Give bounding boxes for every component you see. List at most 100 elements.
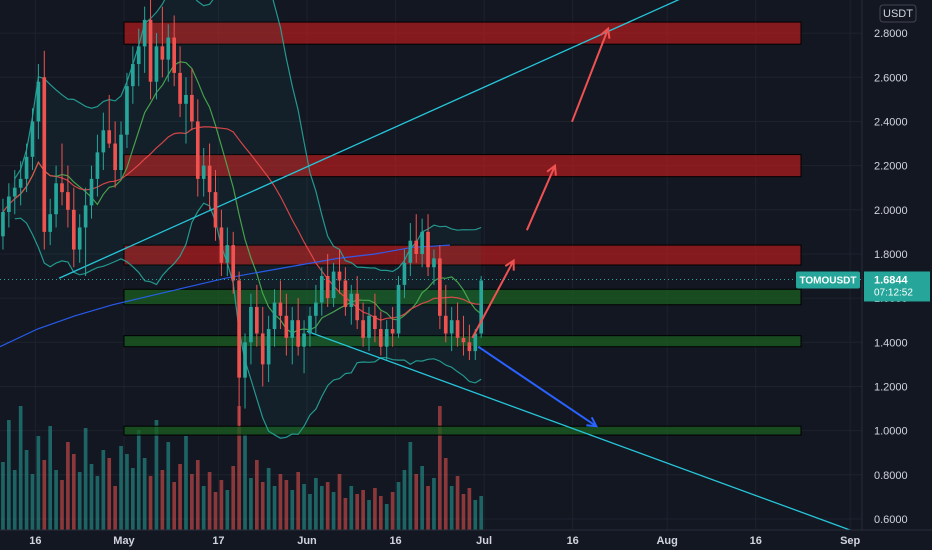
candle-body bbox=[101, 130, 106, 153]
last-price-value: 1.6844 bbox=[874, 274, 909, 286]
candle-body bbox=[260, 333, 265, 365]
candle-body bbox=[249, 306, 253, 343]
projection-arrow-segment bbox=[471, 260, 515, 339]
candle-body bbox=[290, 320, 295, 338]
candle-body bbox=[66, 192, 70, 210]
candle-body bbox=[479, 280, 484, 334]
volume-bar bbox=[243, 434, 247, 530]
candle-body bbox=[36, 81, 41, 122]
volume-bar bbox=[373, 488, 377, 530]
volume-bar bbox=[361, 490, 365, 530]
candle-body bbox=[438, 258, 442, 316]
volume-bar bbox=[172, 482, 177, 530]
trendline bbox=[58, 0, 680, 279]
volume-bar bbox=[384, 504, 389, 530]
candle-body bbox=[361, 320, 365, 338]
time-axis[interactable] bbox=[0, 530, 932, 550]
candle-body bbox=[18, 178, 23, 188]
bollinger-lower-line bbox=[14, 202, 482, 439]
candle-body bbox=[12, 187, 17, 197]
volume-bar bbox=[343, 498, 348, 530]
volume-bar bbox=[219, 480, 224, 530]
volume-bar bbox=[184, 436, 188, 530]
volume-bar bbox=[396, 482, 401, 530]
projection-arrow-head bbox=[586, 416, 599, 428]
symbol-label: TOMOUSDT bbox=[799, 275, 856, 286]
candle-body bbox=[461, 337, 466, 343]
volume-bar bbox=[426, 486, 430, 530]
projection-arrow-segment bbox=[571, 28, 610, 123]
currency-badge[interactable] bbox=[879, 4, 917, 23]
candle-body bbox=[148, 19, 153, 82]
bollinger-upper-line bbox=[14, 0, 482, 273]
volume-bar bbox=[201, 486, 206, 530]
candle-body bbox=[24, 156, 29, 179]
candle-body bbox=[77, 227, 82, 250]
candle-body bbox=[367, 315, 371, 338]
volume-bar bbox=[60, 480, 64, 530]
candle-body bbox=[201, 165, 206, 179]
candle-body bbox=[190, 94, 194, 122]
volume-bar bbox=[408, 442, 413, 530]
candle-body bbox=[154, 46, 159, 82]
volume-bar bbox=[473, 500, 478, 530]
volume-bar bbox=[461, 494, 466, 530]
volume-bar bbox=[24, 450, 29, 530]
candle-body bbox=[119, 134, 123, 171]
volume-bar bbox=[101, 450, 106, 530]
projection-arrow-segment bbox=[525, 165, 556, 231]
volume-bar bbox=[207, 472, 212, 530]
candle-body bbox=[308, 315, 312, 334]
price-tick-label: 1.8000 bbox=[874, 249, 908, 261]
volume-bar bbox=[331, 492, 336, 530]
volume-bar bbox=[148, 476, 153, 530]
volume-bar bbox=[71, 454, 76, 530]
volume-bar bbox=[390, 492, 395, 530]
time-tick-label: Sep bbox=[840, 535, 860, 547]
time-tick-label: Jul bbox=[476, 535, 492, 547]
candle-countdown: 07:12:52 bbox=[874, 287, 913, 298]
volume-bar bbox=[18, 406, 23, 530]
volume-bar bbox=[160, 470, 165, 530]
candle-body bbox=[125, 86, 129, 135]
candle-body bbox=[426, 231, 430, 268]
candle-body bbox=[284, 315, 289, 338]
price-tick-label: 1.2000 bbox=[874, 381, 908, 393]
projection-arrow-head bbox=[504, 258, 515, 271]
price-tick-label: 2.8000 bbox=[874, 28, 908, 40]
candle-body bbox=[266, 329, 271, 365]
volume-bar bbox=[195, 460, 200, 530]
volume-bar bbox=[455, 476, 460, 530]
volume-bar bbox=[438, 406, 442, 530]
volume-bar bbox=[249, 478, 253, 530]
support-zone bbox=[123, 425, 802, 436]
candle-body bbox=[213, 192, 218, 228]
volume-bar bbox=[231, 466, 236, 530]
volume-bar bbox=[402, 470, 407, 530]
price-tick-label: 0.6000 bbox=[874, 514, 908, 526]
time-tick-label: 16 bbox=[29, 535, 41, 547]
volume-bar bbox=[266, 468, 271, 530]
volume-bar bbox=[260, 482, 265, 530]
volume-bar bbox=[432, 478, 436, 530]
time-tick-label: Aug bbox=[656, 535, 677, 547]
candle-body bbox=[231, 245, 236, 281]
candle-body bbox=[278, 302, 283, 316]
volume-bar bbox=[278, 474, 283, 530]
candle-body bbox=[107, 130, 112, 144]
price-axis[interactable] bbox=[862, 0, 932, 530]
volume-bar bbox=[95, 476, 100, 530]
time-axis-ticks: 16 May 17 Jun 16 Jul 16 Aug 16 Sep bbox=[29, 535, 860, 547]
candle-body bbox=[71, 209, 76, 250]
candle-body bbox=[319, 276, 324, 303]
candle-body bbox=[396, 284, 401, 334]
volume-bar bbox=[166, 442, 171, 530]
candle-body bbox=[343, 280, 348, 307]
volume-bar bbox=[314, 478, 318, 530]
trendline bbox=[306, 330, 857, 533]
volume-bar bbox=[83, 428, 88, 530]
resistance-zone bbox=[123, 154, 802, 178]
candle-body bbox=[420, 231, 424, 254]
projection-arrow-head bbox=[546, 163, 557, 176]
